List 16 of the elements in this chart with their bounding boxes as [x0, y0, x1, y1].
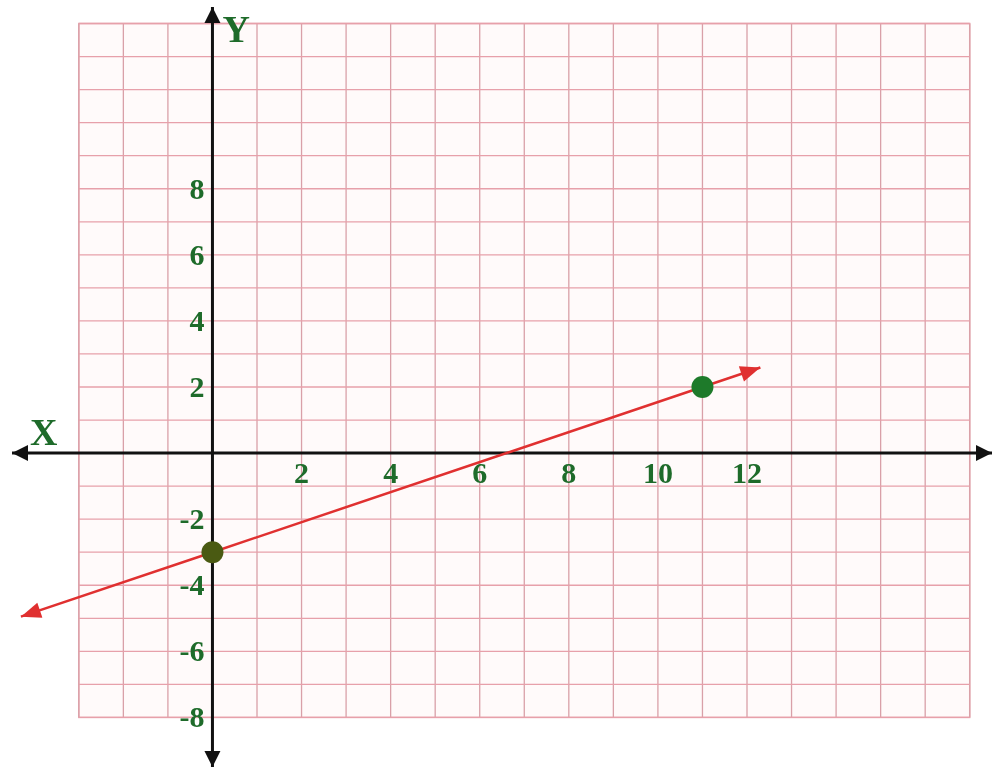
x-tick-label: 2	[294, 456, 310, 490]
y-tick-label: 4	[189, 303, 205, 337]
x-tick-label: 6	[472, 456, 488, 490]
y-axis-title: Y	[222, 8, 250, 50]
x-tick-label: 12	[732, 456, 762, 490]
y-tick-label: 2	[189, 370, 205, 403]
y-tick-label: -6	[179, 634, 205, 668]
x-tick-label: 4	[383, 456, 399, 490]
y-tick-label: 8	[189, 171, 205, 205]
x-axis-title: X	[30, 411, 58, 454]
y-tick-label: -4	[179, 568, 205, 602]
y-tick-label: -2	[179, 502, 205, 536]
y-tick-label: 6	[189, 237, 205, 271]
x-tick-label: 10	[642, 456, 673, 490]
x-tick-label: 8	[561, 456, 577, 490]
y-tick-label: -8	[179, 700, 205, 734]
